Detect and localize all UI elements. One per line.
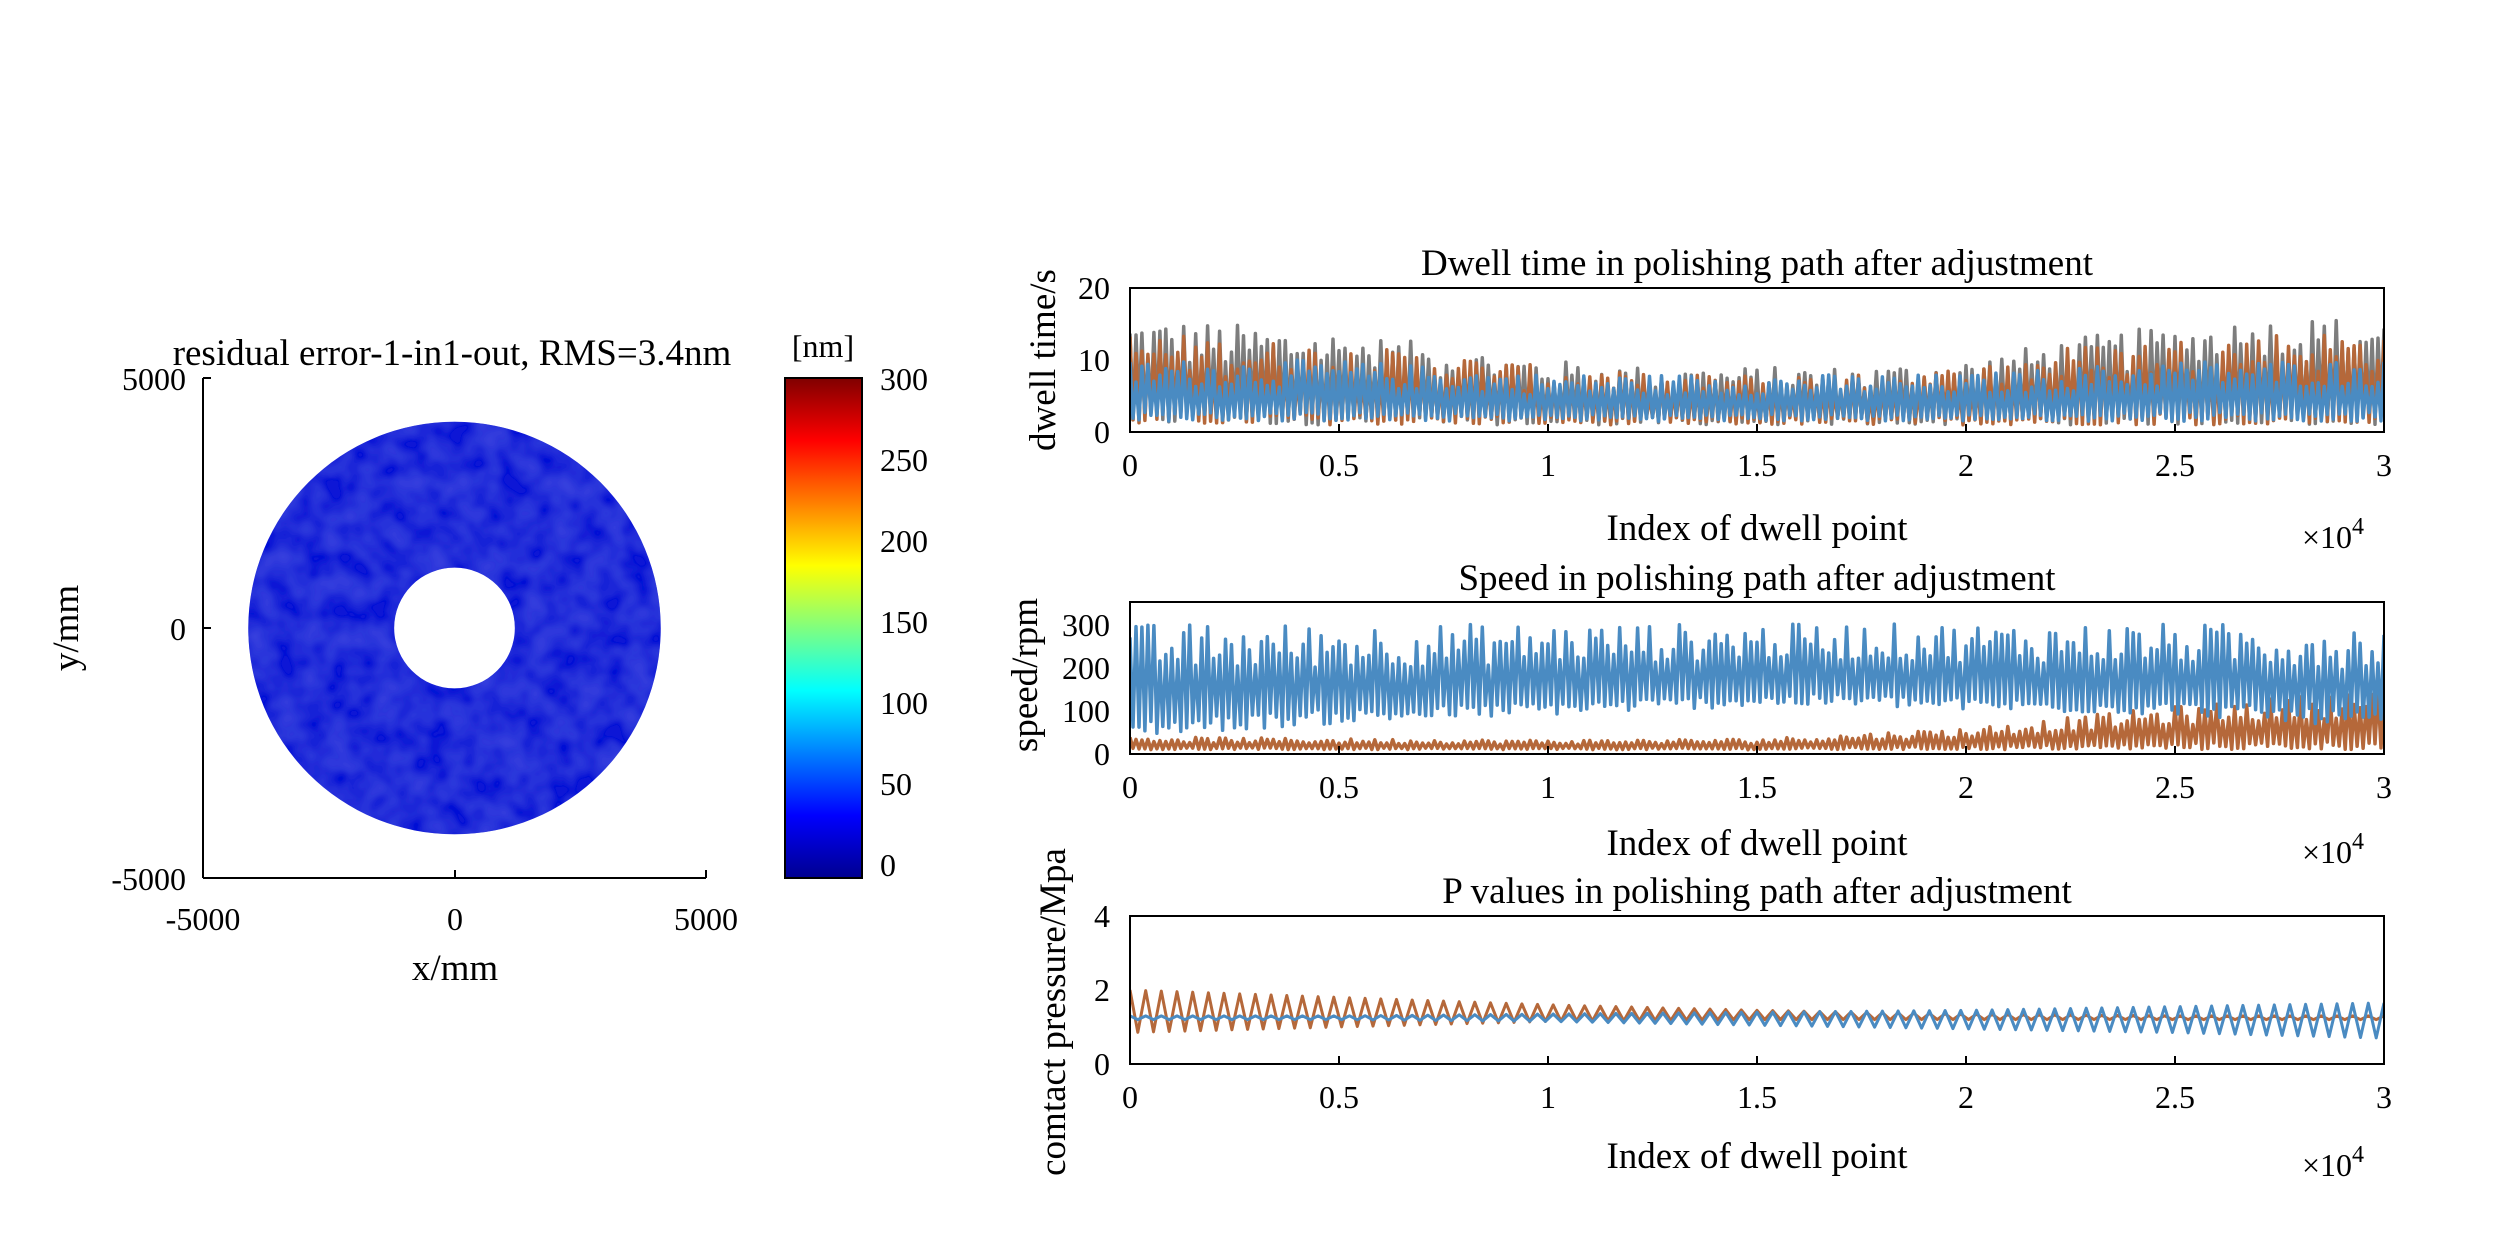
colorbar-tick-label: 50	[880, 766, 912, 802]
pressure-x-label: Index of dwell point	[1606, 1136, 1908, 1177]
speed-y-tick-label: 200	[1062, 650, 1110, 686]
pressure-y-label: comtact pressure/Mpa	[1033, 848, 1074, 1176]
colorbar-tick-label: 100	[880, 685, 928, 721]
series-line-2	[1130, 1001, 2384, 1040]
speed-x-tick-label: 2	[1958, 769, 1974, 805]
map-y-tick-label: 0	[170, 611, 186, 647]
series-line-1	[1130, 318, 2384, 427]
map-y-label: y/mm	[46, 585, 87, 672]
pressure-x-tick-label: 1	[1540, 1079, 1556, 1115]
dwell-x-tick-label: 1	[1540, 447, 1556, 483]
dwell-x-ticks: 0 0.5 1 1.5 2 2.5 3	[1122, 424, 2392, 483]
pressure-y-ticks: 4 2 0	[1094, 898, 1110, 1082]
speed-x-exponent: ×104	[2302, 829, 2364, 870]
speed-x-tick-label: 1.5	[1737, 769, 1777, 805]
dwell-x-tick-label: 2.5	[2155, 447, 2195, 483]
pressure-plot-frame	[1129, 915, 2385, 1065]
speed-y-tick-label: 0	[1094, 736, 1110, 772]
residual-error-map: residual error-1-in1-out, RMS=3.4nm -500…	[46, 328, 928, 989]
annulus-surface	[248, 421, 661, 835]
series-line-1	[1130, 689, 2384, 752]
map-y-tick-label: -5000	[111, 861, 186, 897]
pressure-x-tick-label: 2	[1958, 1079, 1974, 1115]
pressure-y-tick-label: 4	[1094, 898, 1110, 934]
colorbar-gradient	[784, 377, 863, 879]
speed-y-ticks: 300 200 100 0	[1062, 607, 1110, 772]
colorbar-tick-label: 300	[880, 361, 928, 397]
speed-plot-title: Speed in polishing path after adjustment	[1458, 558, 2056, 599]
pressure-plot-title: P values in polishing path after adjustm…	[1442, 871, 2072, 912]
speed-x-ticks: 0 0.5 1 1.5 2 2.5 3	[1122, 746, 2392, 805]
pressure-x-ticks: 0 0.5 1 1.5 2 2.5 3	[1122, 1056, 2392, 1115]
dwell-exp-power: 4	[2352, 514, 2364, 540]
speed-x-tick-label: 2.5	[2155, 769, 2195, 805]
dwell-x-exponent: ×104	[2302, 514, 2364, 555]
colorbar-unit-label: [nm]	[792, 328, 854, 364]
colorbar-tick-label: 0	[880, 847, 896, 883]
series-line-2	[1130, 622, 2384, 736]
pressure-exp-power: 4	[2352, 1142, 2364, 1168]
series-line-3	[1130, 358, 2384, 423]
pressure-x-exponent: ×104	[2302, 1142, 2364, 1183]
pressure-x-tick-label: 0	[1122, 1079, 1138, 1115]
colorbar: [nm] 300 250 200 150 100 50 0	[784, 328, 928, 883]
pressure-x-tick-label: 1.5	[1737, 1079, 1777, 1115]
speed-y-tick-label: 100	[1062, 693, 1110, 729]
speed-y-tick-label: 300	[1062, 607, 1110, 643]
map-x-tick-label: -5000	[166, 901, 241, 937]
dwell-x-label: Index of dwell point	[1606, 508, 1908, 549]
colorbar-tick-label: 250	[880, 442, 928, 478]
dwell-x-tick-label: 3	[2376, 447, 2392, 483]
map-x-tick-label: 5000	[674, 901, 738, 937]
pressure-exp-base: ×10	[2302, 1147, 2352, 1183]
speed-y-label: speed/rpm	[1005, 598, 1046, 752]
speed-x-label: Index of dwell point	[1606, 823, 1908, 864]
map-y-ticks: 5000 0 -5000	[111, 361, 211, 897]
speed-exp-base: ×10	[2302, 834, 2352, 870]
map-x-tick-label: 0	[447, 901, 463, 937]
dwell-x-tick-label: 0	[1122, 447, 1138, 483]
map-x-ticks: -5000 0 5000	[166, 870, 738, 937]
dwell-x-tick-label: 2	[1958, 447, 1974, 483]
dwell-y-tick-label: 10	[1078, 342, 1110, 378]
speed-plot: Speed in polishing path after adjustment…	[1005, 558, 2392, 870]
pressure-x-tick-label: 2.5	[2155, 1079, 2195, 1115]
pressure-series	[1130, 989, 2384, 1040]
dwell-plot-title: Dwell time in polishing path after adjus…	[1421, 243, 2094, 284]
pressure-plot: P values in polishing path after adjustm…	[1033, 848, 2392, 1183]
speed-x-tick-label: 3	[2376, 769, 2392, 805]
dwell-exp-base: ×10	[2302, 519, 2352, 555]
speed-exp-power: 4	[2352, 829, 2364, 855]
pressure-x-tick-label: 0.5	[1319, 1079, 1359, 1115]
speed-x-tick-label: 0.5	[1319, 769, 1359, 805]
dwell-x-tick-label: 0.5	[1319, 447, 1359, 483]
dwell-x-tick-label: 1.5	[1737, 447, 1777, 483]
dwell-time-plot: Dwell time in polishing path after adjus…	[1023, 243, 2392, 555]
colorbar-tick-label: 150	[880, 604, 928, 640]
speed-series	[1130, 622, 2384, 752]
map-x-label: x/mm	[412, 948, 499, 989]
dwell-y-ticks: 20 10 0	[1078, 270, 1110, 450]
dwell-y-tick-label: 20	[1078, 270, 1110, 306]
map-y-tick-label: 5000	[122, 361, 186, 397]
dwell-y-label: dwell time/s	[1023, 269, 1064, 451]
map-title: residual error-1-in1-out, RMS=3.4nm	[173, 333, 732, 374]
dwell-series	[1130, 318, 2384, 427]
dwell-y-tick-label: 0	[1094, 414, 1110, 450]
colorbar-ticks: 300 250 200 150 100 50 0	[880, 361, 928, 883]
speed-x-tick-label: 0	[1122, 769, 1138, 805]
pressure-y-tick-label: 0	[1094, 1046, 1110, 1082]
colorbar-tick-label: 200	[880, 523, 928, 559]
pressure-y-tick-label: 2	[1094, 972, 1110, 1008]
map-annulus	[248, 421, 661, 835]
pressure-x-tick-label: 3	[2376, 1079, 2392, 1115]
speed-x-tick-label: 1	[1540, 769, 1556, 805]
